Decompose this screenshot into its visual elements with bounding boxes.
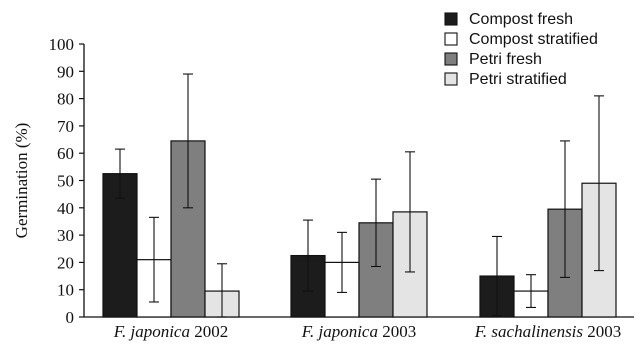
y-tick-label: 60 (57, 144, 74, 163)
legend-label: Compost fresh (469, 11, 573, 28)
x-category-label: F. japonica 2002 (113, 322, 228, 341)
legend-swatch (444, 32, 458, 46)
legend: Compost fresh Compost stratified Petri fre… (444, 11, 598, 88)
bars (102, 73, 617, 318)
y-tick-label: 20 (57, 253, 74, 272)
y-tick-label: 10 (57, 281, 74, 300)
y-tick-label: 30 (57, 226, 74, 245)
legend-label: Petri fresh (469, 51, 542, 68)
y-tick-label: 50 (57, 172, 74, 191)
legend-swatch (444, 52, 458, 66)
axes: 0 10 20 30 40 50 60 70 80 90 100 Germination (%) F. … (12, 35, 634, 341)
legend-swatch (444, 12, 458, 26)
y-tick-label: 70 (57, 117, 74, 136)
y-tick-label: 0 (66, 308, 75, 327)
y-tick-label: 40 (57, 199, 74, 218)
legend-label: Petri stratified (469, 71, 567, 88)
x-category-label: F. japonica 2003 (301, 322, 416, 341)
y-tick-label: 100 (49, 35, 75, 54)
legend-swatch (444, 72, 458, 86)
y-tick-label: 80 (57, 90, 74, 109)
y-axis-title: Germination (%) (12, 123, 31, 239)
legend-label: Compost stratified (469, 31, 598, 48)
y-tick-label: 90 (57, 62, 74, 81)
x-category-label: F. sachalinensis 2003 (474, 322, 622, 341)
